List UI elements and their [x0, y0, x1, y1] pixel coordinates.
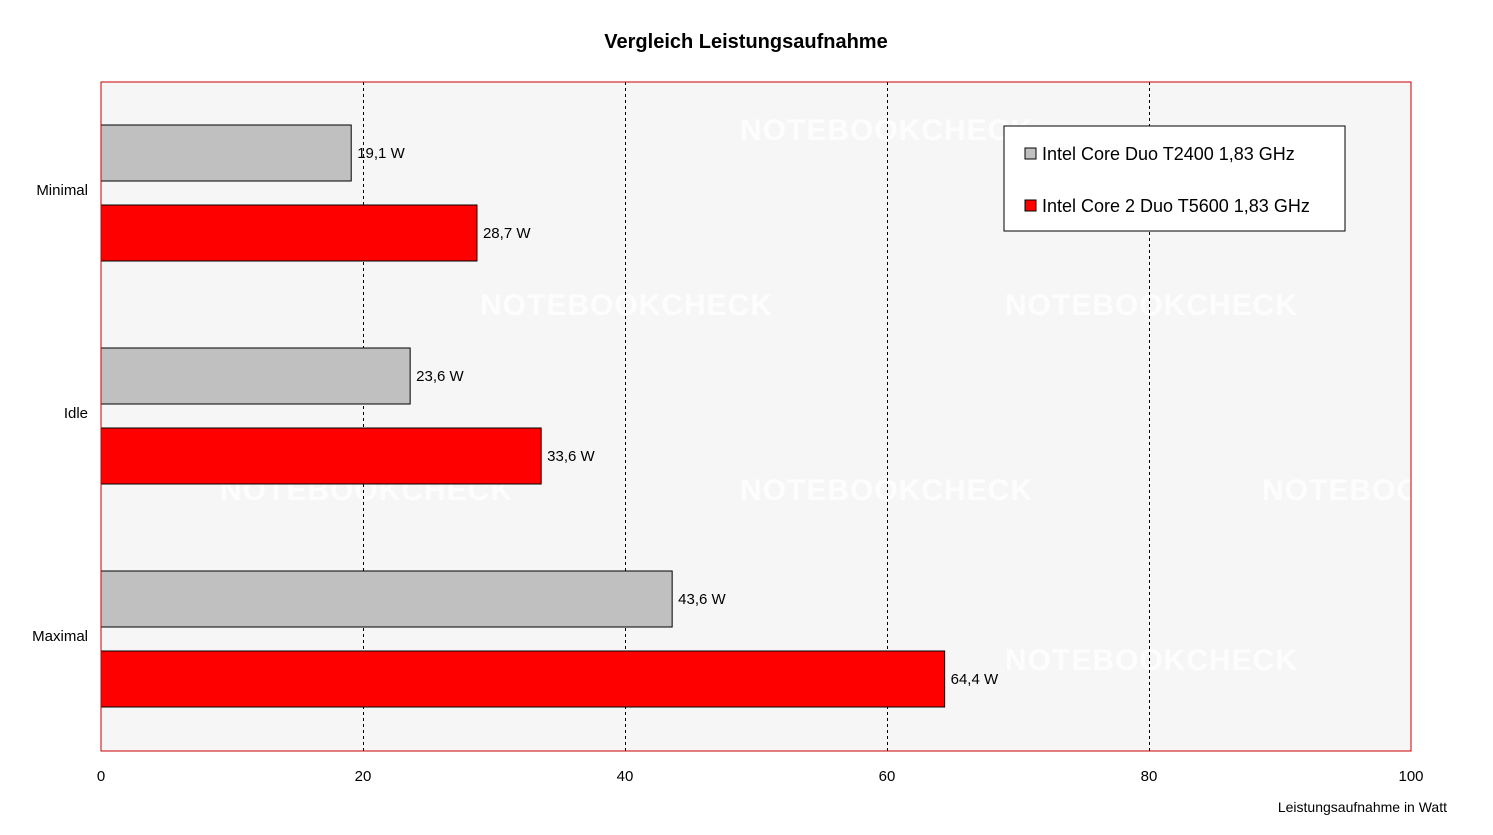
value-label-maximal-series-1: 43,6 W [678, 591, 726, 608]
plot-border [100, 81, 1412, 752]
category-label-minimal: Minimal [36, 182, 88, 199]
watermark-text: NOTEBOOKCHECK [1262, 474, 1493, 507]
watermark-text: NOTEBOOKCHECK [1005, 644, 1298, 677]
legend: Intel Core Duo T2400 1,83 GHz Intel Core… [1003, 125, 1346, 232]
bar-idle-series-2 [100, 427, 542, 485]
watermark-layer: NOTEBOOKCHECK NOTEBOOKCHECK NOTEBOOKCHECK N… [220, 114, 1493, 677]
bar-maximal-series-1 [100, 570, 673, 628]
category-label-idle: Idle [64, 405, 88, 422]
watermark-text: NOTEBOOKCHECK [740, 474, 1033, 507]
category-label-maximal: Maximal [32, 628, 88, 645]
legend-swatch-series-2 [1024, 199, 1037, 212]
bar-idle-series-1 [100, 347, 411, 405]
value-label-minimal-series-2: 28,7 W [483, 225, 531, 242]
legend-box [1003, 125, 1346, 232]
x-axis-label: Leistungsaufnahme in Watt [1278, 799, 1447, 815]
watermark-text: NOTEBOOKCHECK [1005, 289, 1298, 322]
x-tick-label-60: 60 [879, 768, 896, 785]
bar-minimal-series-2 [100, 204, 478, 262]
legend-label-series-1: Intel Core Duo T2400 1,83 GHz [1042, 144, 1295, 164]
bar-minimal-series-1 [100, 124, 352, 182]
x-tick-labels: 0 20 40 60 80 100 [97, 768, 1424, 785]
legend-swatch-series-1 [1024, 147, 1037, 160]
legend-label-series-2: Intel Core 2 Duo T5600 1,83 GHz [1042, 196, 1310, 216]
watermark-text: NOTEBOOKCHECK [740, 114, 1033, 147]
x-tick-label-0: 0 [97, 768, 105, 785]
value-labels: 19,1 W 28,7 W 23,6 W 33,6 W 43,6 W 64,4 W [357, 145, 999, 688]
x-tick-label-80: 80 [1141, 768, 1158, 785]
x-tick-label-40: 40 [617, 768, 634, 785]
value-label-idle-series-2: 33,6 W [547, 448, 595, 465]
value-label-maximal-series-2: 64,4 W [951, 671, 999, 688]
x-tick-label-100: 100 [1398, 768, 1423, 785]
x-tick-label-20: 20 [355, 768, 372, 785]
value-label-minimal-series-1: 19,1 W [357, 145, 405, 162]
bars-layer [100, 124, 946, 708]
category-labels: Minimal Idle Maximal [32, 182, 88, 645]
chart-title: Vergleich Leistungsaufnahme [604, 31, 887, 53]
value-label-idle-series-1: 23,6 W [416, 368, 464, 385]
bar-maximal-series-2 [100, 650, 946, 708]
watermark-text: NOTEBOOKCHECK [480, 289, 773, 322]
